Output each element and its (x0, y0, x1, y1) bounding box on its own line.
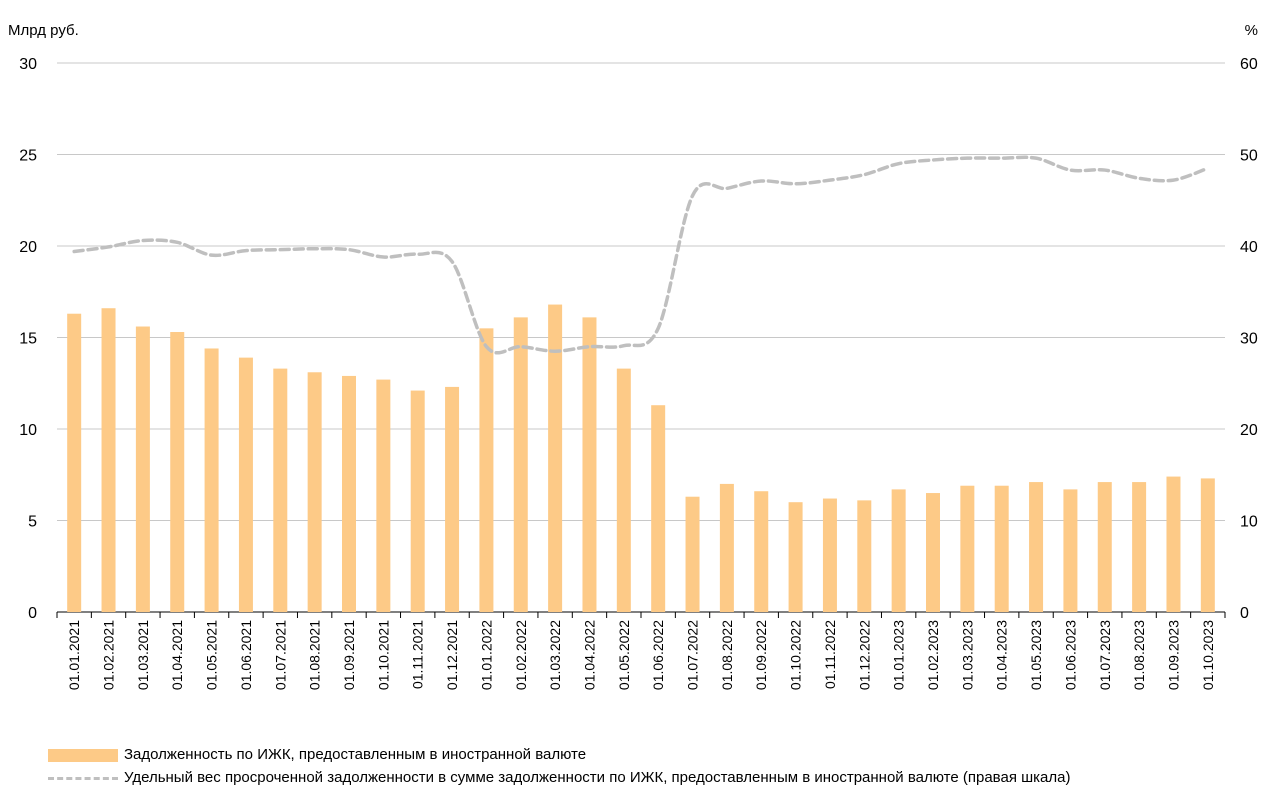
y-left-ticks: 0 5 10 15 20 25 30 (19, 56, 37, 622)
bar (376, 379, 391, 612)
bar (926, 493, 940, 612)
bar (754, 491, 769, 612)
line-path (72, 155, 1210, 355)
x-tick-label: 01.10.2023 (1200, 620, 1216, 690)
x-tick-label: 01.06.2021 (238, 620, 254, 690)
x-tick-label: 01.04.2021 (169, 620, 185, 690)
y-right-tick-label: 10 (1240, 514, 1258, 531)
bar (513, 317, 528, 612)
legend-label-bars: Задолженность по ИЖК, предоставленным в … (124, 746, 587, 763)
y-left-unit-label: Млрд руб. (8, 22, 79, 39)
x-tick-labels: 01.01.2021 01.02.2021 01.03.2021 01.04.2021… (56, 612, 1226, 690)
bar (273, 368, 288, 612)
x-tick-label: 01.08.2023 (1131, 620, 1147, 690)
y-right-tick-label: 50 (1240, 148, 1258, 165)
bar (719, 483, 734, 612)
x-tick-label: 01.07.2023 (1097, 620, 1113, 690)
x-tick-label: 01.05.2021 (204, 620, 220, 690)
y-right-ticks: 0 10 20 30 40 50 60 (1240, 56, 1258, 622)
x-tick-label: 01.04.2022 (581, 620, 597, 690)
y-right-tick-label: 0 (1240, 605, 1249, 622)
x-tick-label: 01.04.2023 (994, 620, 1010, 690)
x-tick-label: 01.01.2021 (66, 620, 82, 690)
bar (994, 485, 1009, 612)
bar (1132, 482, 1147, 612)
y-left-tick-label: 30 (19, 56, 37, 73)
legend-item-line: Удельный вес просроченной задолженности … (48, 768, 1070, 788)
x-tick-label: 01.03.2022 (547, 620, 563, 690)
y-left-tick-label: 10 (19, 422, 37, 439)
x-tick-label: 01.03.2021 (135, 620, 151, 690)
bar (135, 326, 150, 612)
y-left-tick-label: 20 (19, 239, 37, 256)
y-left-tick-label: 15 (19, 331, 37, 348)
bar (651, 405, 666, 612)
bar (1166, 476, 1181, 612)
bar (788, 502, 803, 612)
x-tick-label: 01.01.2022 (478, 620, 494, 690)
x-tick-label: 01.02.2021 (101, 620, 117, 690)
bar (1200, 478, 1215, 612)
legend-swatch-line (48, 776, 118, 780)
bar (204, 348, 219, 612)
x-tick-label: 01.10.2022 (788, 620, 804, 690)
line-series (72, 155, 1210, 355)
x-tick-label: 01.09.2021 (341, 620, 357, 690)
y-right-tick-label: 30 (1240, 331, 1258, 348)
gridlines (57, 62, 1225, 613)
x-tick-label: 01.02.2023 (925, 620, 941, 690)
x-tick-label: 01.11.2022 (822, 620, 838, 689)
x-tick-label: 01.10.2021 (375, 620, 391, 690)
x-tick-label: 01.09.2022 (753, 620, 769, 690)
x-tick-label: 01.07.2022 (685, 620, 701, 690)
x-tick-label: 01.07.2021 (272, 620, 288, 690)
bar (307, 372, 322, 612)
bar (67, 313, 82, 612)
bar (857, 500, 872, 612)
y-left-tick-label: 25 (19, 148, 37, 165)
y-left-tick-label: 0 (28, 605, 37, 622)
y-left-tick-label: 5 (28, 514, 37, 531)
x-tick-label: 01.12.2021 (444, 620, 460, 690)
legend-swatch-bar (48, 748, 118, 762)
x-tick-label: 01.06.2023 (1062, 620, 1078, 690)
bar (616, 368, 631, 612)
x-tick-label: 01.09.2023 (1165, 620, 1181, 690)
x-tick-label: 01.06.2022 (650, 620, 666, 690)
x-tick-label: 01.01.2023 (891, 620, 907, 690)
y-right-tick-label: 40 (1240, 239, 1258, 256)
bar (891, 489, 906, 612)
x-tick-label: 01.11.2021 (410, 620, 426, 689)
bar (238, 357, 253, 612)
bar (685, 496, 700, 612)
bar (1063, 489, 1078, 612)
bar (170, 332, 185, 612)
bar (1097, 482, 1112, 612)
legend-item-bars: Задолженность по ИЖК, предоставленным в … (48, 745, 586, 765)
x-tick-label: 01.03.2023 (959, 620, 975, 690)
bar (445, 386, 460, 612)
bar (410, 390, 425, 612)
x-tick-label: 01.05.2022 (616, 620, 632, 690)
y-right-tick-label: 60 (1240, 56, 1258, 73)
bar (548, 304, 563, 612)
x-tick-label: 01.12.2022 (856, 620, 872, 690)
x-tick-label: 01.08.2021 (307, 620, 323, 690)
bar (960, 485, 975, 612)
bar (101, 308, 116, 612)
x-tick-label: 01.08.2022 (719, 620, 735, 690)
x-tick-label: 01.05.2023 (1028, 620, 1044, 690)
bar (582, 317, 597, 612)
bar (342, 375, 356, 612)
y-right-tick-label: 20 (1240, 422, 1258, 439)
bar (822, 498, 837, 612)
bar (479, 328, 494, 612)
bar (1029, 482, 1044, 612)
bar-series (67, 304, 1215, 612)
legend-label-line: Удельный вес просроченной задолженности … (124, 769, 1071, 786)
y-right-unit-label: % (1245, 22, 1258, 39)
x-tick-label: 01.02.2022 (513, 620, 529, 690)
